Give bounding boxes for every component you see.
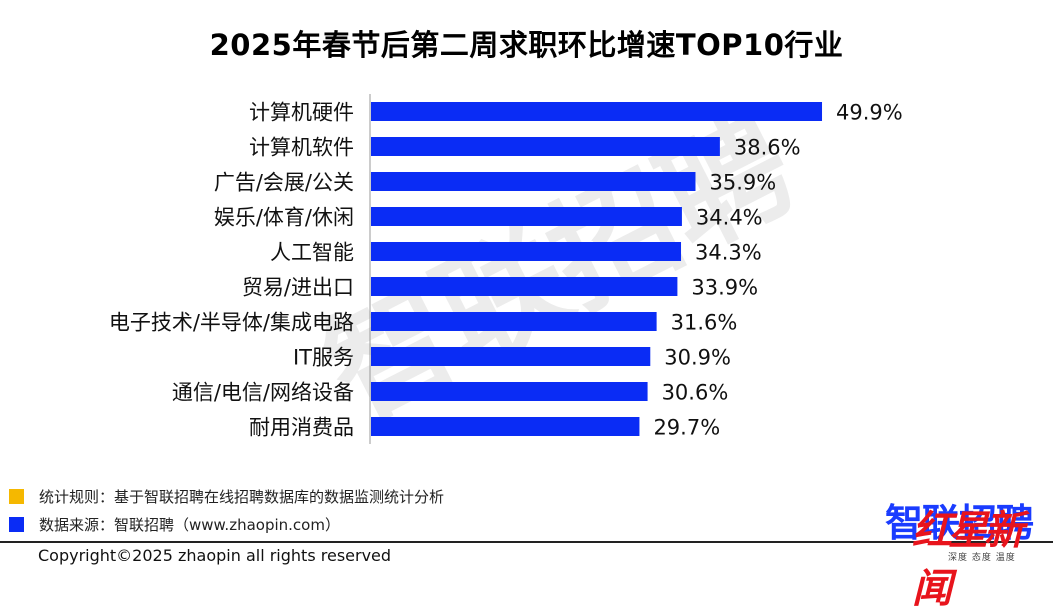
legend-swatch-source [9, 517, 24, 532]
value-label: 30.6% [662, 381, 729, 405]
bar-chart: 计算机硬件 49.9% 计算机软件 38.6% 广告/会展/公关 35.9% 娱乐/体育/休… [109, 94, 903, 444]
bar [371, 382, 648, 401]
value-label: 31.6% [671, 311, 738, 335]
footer-divider [0, 541, 1053, 543]
category-label: 通信/电信/网络设备 [172, 381, 354, 405]
value-label: 30.9% [664, 346, 731, 370]
bar [371, 347, 651, 366]
value-label: 49.9% [836, 101, 903, 125]
category-label: 电子技术/半导体/集成电路 [109, 311, 354, 335]
category-label: 贸易/进出口 [242, 276, 354, 300]
category-label: 广告/会展/公关 [214, 171, 354, 195]
zhaopin-logo: 智联招聘 [885, 501, 1034, 545]
chart-title: 2025年春节后第二周求职环比增速TOP10行业 [209, 28, 844, 62]
bar [371, 417, 640, 436]
bar [371, 207, 682, 226]
copyright-text: Copyright©2025 zhaopin all rights reserv… [38, 546, 392, 565]
category-label: 计算机硬件 [249, 101, 354, 125]
hongxing-news-slogan: 深度 态度 温度 [948, 553, 1016, 563]
bar [371, 172, 696, 191]
category-label: 计算机软件 [249, 136, 354, 160]
bars-group: 计算机硬件 49.9% 计算机软件 38.6% 广告/会展/公关 35.9% 娱乐/体育/休… [109, 101, 903, 440]
category-label: IT服务 [293, 346, 354, 370]
bar [371, 137, 720, 156]
value-label: 29.7% [653, 416, 720, 440]
bar [371, 312, 657, 331]
bar [371, 102, 823, 121]
bar [371, 277, 678, 296]
legend-swatch-rule [9, 489, 24, 504]
value-label: 33.9% [691, 276, 758, 300]
value-label: 34.4% [696, 206, 763, 230]
bar [371, 242, 682, 261]
legend-text-source: 数据来源：智联招聘（www.zhaopin.com） [39, 516, 340, 534]
category-label: 耐用消费品 [249, 416, 354, 440]
value-label: 38.6% [734, 136, 801, 160]
category-label: 人工智能 [270, 241, 354, 265]
value-label: 35.9% [709, 171, 776, 195]
legend-text-rule: 统计规则：基于智联招聘在线招聘数据库的数据监测统计分析 [39, 488, 445, 506]
legend-row-source: 数据来源：智联招聘（www.zhaopin.com） [9, 514, 340, 535]
value-label: 34.3% [695, 241, 762, 265]
category-label: 娱乐/体育/休闲 [214, 206, 354, 230]
hongxing-news-logo: 红星新闻 深度 态度 温度 [912, 498, 1052, 612]
legend-row-rule: 统计规则：基于智联招聘在线招聘数据库的数据监测统计分析 [9, 486, 444, 507]
